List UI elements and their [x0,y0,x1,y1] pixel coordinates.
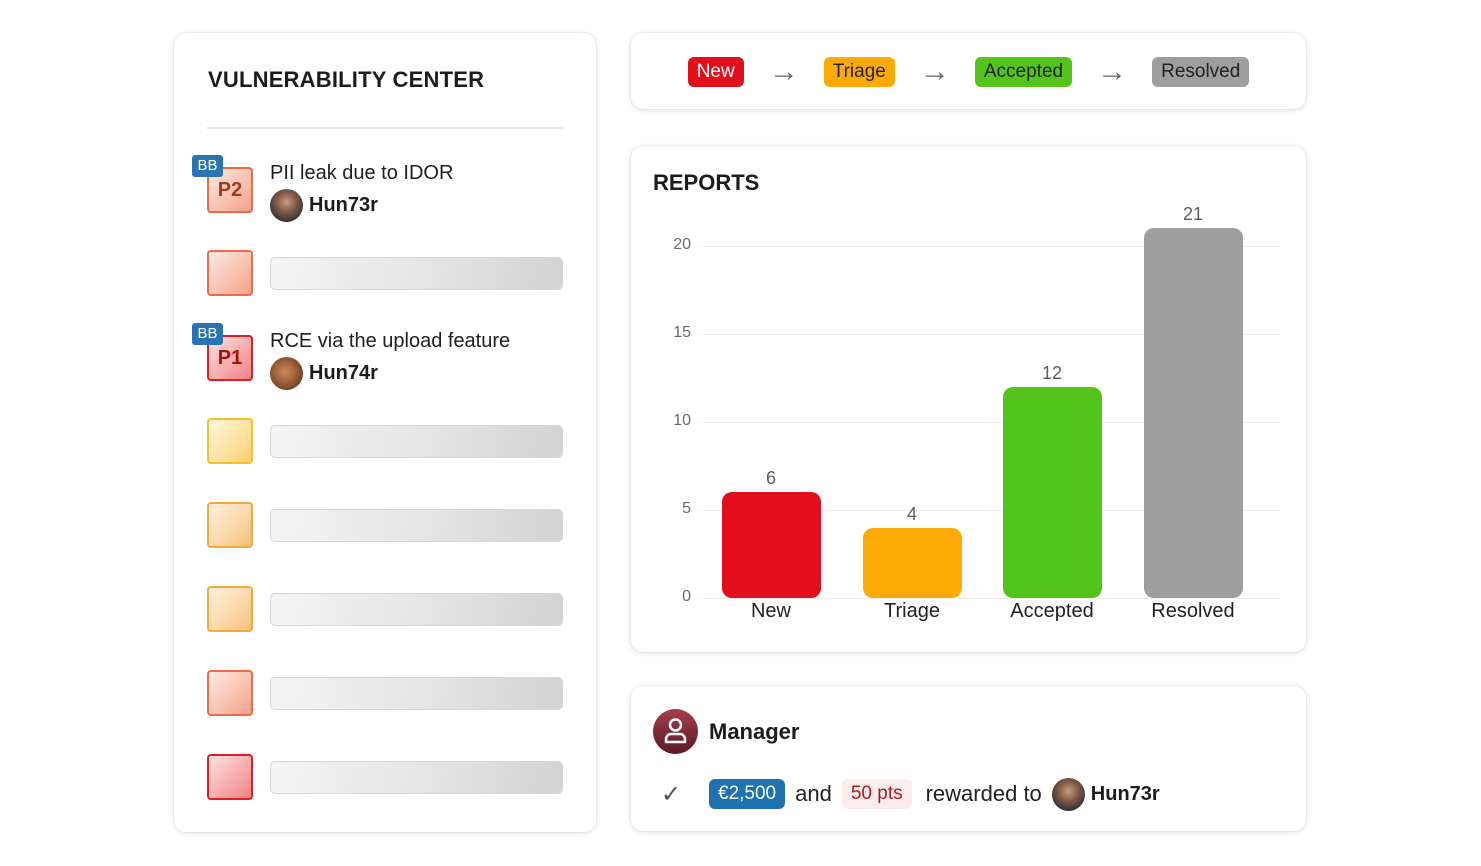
bug-bounty-badge: BB [192,155,223,177]
bar-triage[interactable] [862,527,962,598]
vulnerability-title[interactable]: PII leak due to IDOR [270,162,454,184]
gridline [697,598,1280,599]
reporter[interactable]: Hun74r [270,357,378,390]
status-pill-triage[interactable]: Triage [823,57,895,87]
arrow-right-icon: → [919,55,950,88]
user-icon [664,718,687,744]
y-axis-tick: 20 [673,236,691,253]
reports-title: REPORTS [653,170,760,195]
gridline [697,422,1280,423]
vulnerability-item-placeholder [207,670,567,717]
gridline [697,334,1280,335]
severity-badge: P2 [207,167,253,213]
check-icon: ✓ [661,780,682,808]
bug-bounty-badge: BB [192,323,223,345]
bar-resolved[interactable] [1143,228,1243,598]
x-axis-label: New [750,600,791,622]
status-workflow: New → Triage → Accepted → Resolved [631,57,1306,87]
divider [207,127,563,129]
reward-amount-badge: €2,500 [709,779,786,809]
bar-value-label: 12 [1041,362,1063,383]
bar-accepted[interactable] [1002,386,1102,598]
and-text: and [795,781,832,806]
gridline [697,510,1280,511]
severity-badge [207,250,253,296]
manager-name: Manager [709,719,800,744]
placeholder-bar [270,257,563,290]
placeholder-bar [270,761,563,794]
vulnerability-title[interactable]: RCE via the upload feature [270,330,511,352]
placeholder-bar [270,677,563,710]
reports-bar-chart: 0 5 10 15 20 6 New 4 Triage 12 Accepted 21 Resolved [631,146,1306,652]
recipient-avatar [1051,777,1085,811]
avatar [270,357,303,390]
recipient-name[interactable]: Hun73r [1090,782,1160,805]
x-axis-label: Resolved [1151,600,1235,622]
bar-value-label: 6 [765,468,776,489]
placeholder-bar [270,593,563,626]
vulnerability-item-placeholder [207,502,567,549]
severity-badge [207,670,253,716]
status-pill-resolved[interactable]: Resolved [1152,57,1250,87]
manager-reward-panel: Manager ✓ €2,500 and 50 pts rewarded to … [631,686,1306,831]
arrow-right-icon: → [1097,55,1128,88]
gridline [697,246,1280,247]
y-axis-tick: 5 [682,500,691,517]
y-axis-tick: 10 [673,412,691,429]
placeholder-bar [270,425,563,458]
avatar [270,189,303,222]
bar-value-label: 21 [1182,204,1204,225]
bar-value-label: 4 [906,503,917,524]
points-badge: 50 pts [841,779,912,809]
bar-new[interactable] [721,492,821,598]
vulnerability-item-placeholder [207,586,567,633]
reports-panel: REPORTS 0 5 10 15 20 6 New 4 Triage 12 Accepted 21 R… [631,146,1306,652]
status-workflow-panel: New → Triage → Accepted → Resolved [631,33,1306,109]
status-pill-accepted[interactable]: Accepted [974,57,1073,87]
vulnerability-item-placeholder [207,250,567,297]
severity-badge [207,418,253,464]
reporter-name: Hun74r [309,362,378,384]
severity-badge [207,754,253,800]
panel-title: VULNERABILITY CENTER [208,67,485,92]
vulnerability-item[interactable]: P1 BB RCE via the upload feature Hun74r [192,323,567,390]
reporter[interactable]: Hun73r [270,189,378,222]
status-pill-new[interactable]: New [687,57,744,87]
vulnerability-center-panel: VULNERABILITY CENTER P2 BB PII leak due … [174,33,596,832]
vulnerability-item-placeholder [207,418,567,465]
vulnerability-item[interactable]: P2 BB PII leak due to IDOR Hun73r [192,155,567,222]
placeholder-bar [270,509,563,542]
y-axis-tick: 15 [673,324,691,341]
arrow-right-icon: → [768,55,799,88]
severity-badge [207,586,253,632]
reporter-name: Hun73r [309,194,378,216]
x-axis-label: Triage [884,600,940,622]
manager-avatar [653,709,698,754]
reward-statement: ✓ €2,500 and 50 pts rewarded to Hun73r [661,777,1160,811]
x-axis-label: Accepted [1010,600,1094,622]
vulnerability-item-placeholder [207,754,567,801]
y-axis-tick: 0 [682,588,691,605]
rewarded-to-text: rewarded to [925,781,1042,806]
severity-badge [207,502,253,548]
